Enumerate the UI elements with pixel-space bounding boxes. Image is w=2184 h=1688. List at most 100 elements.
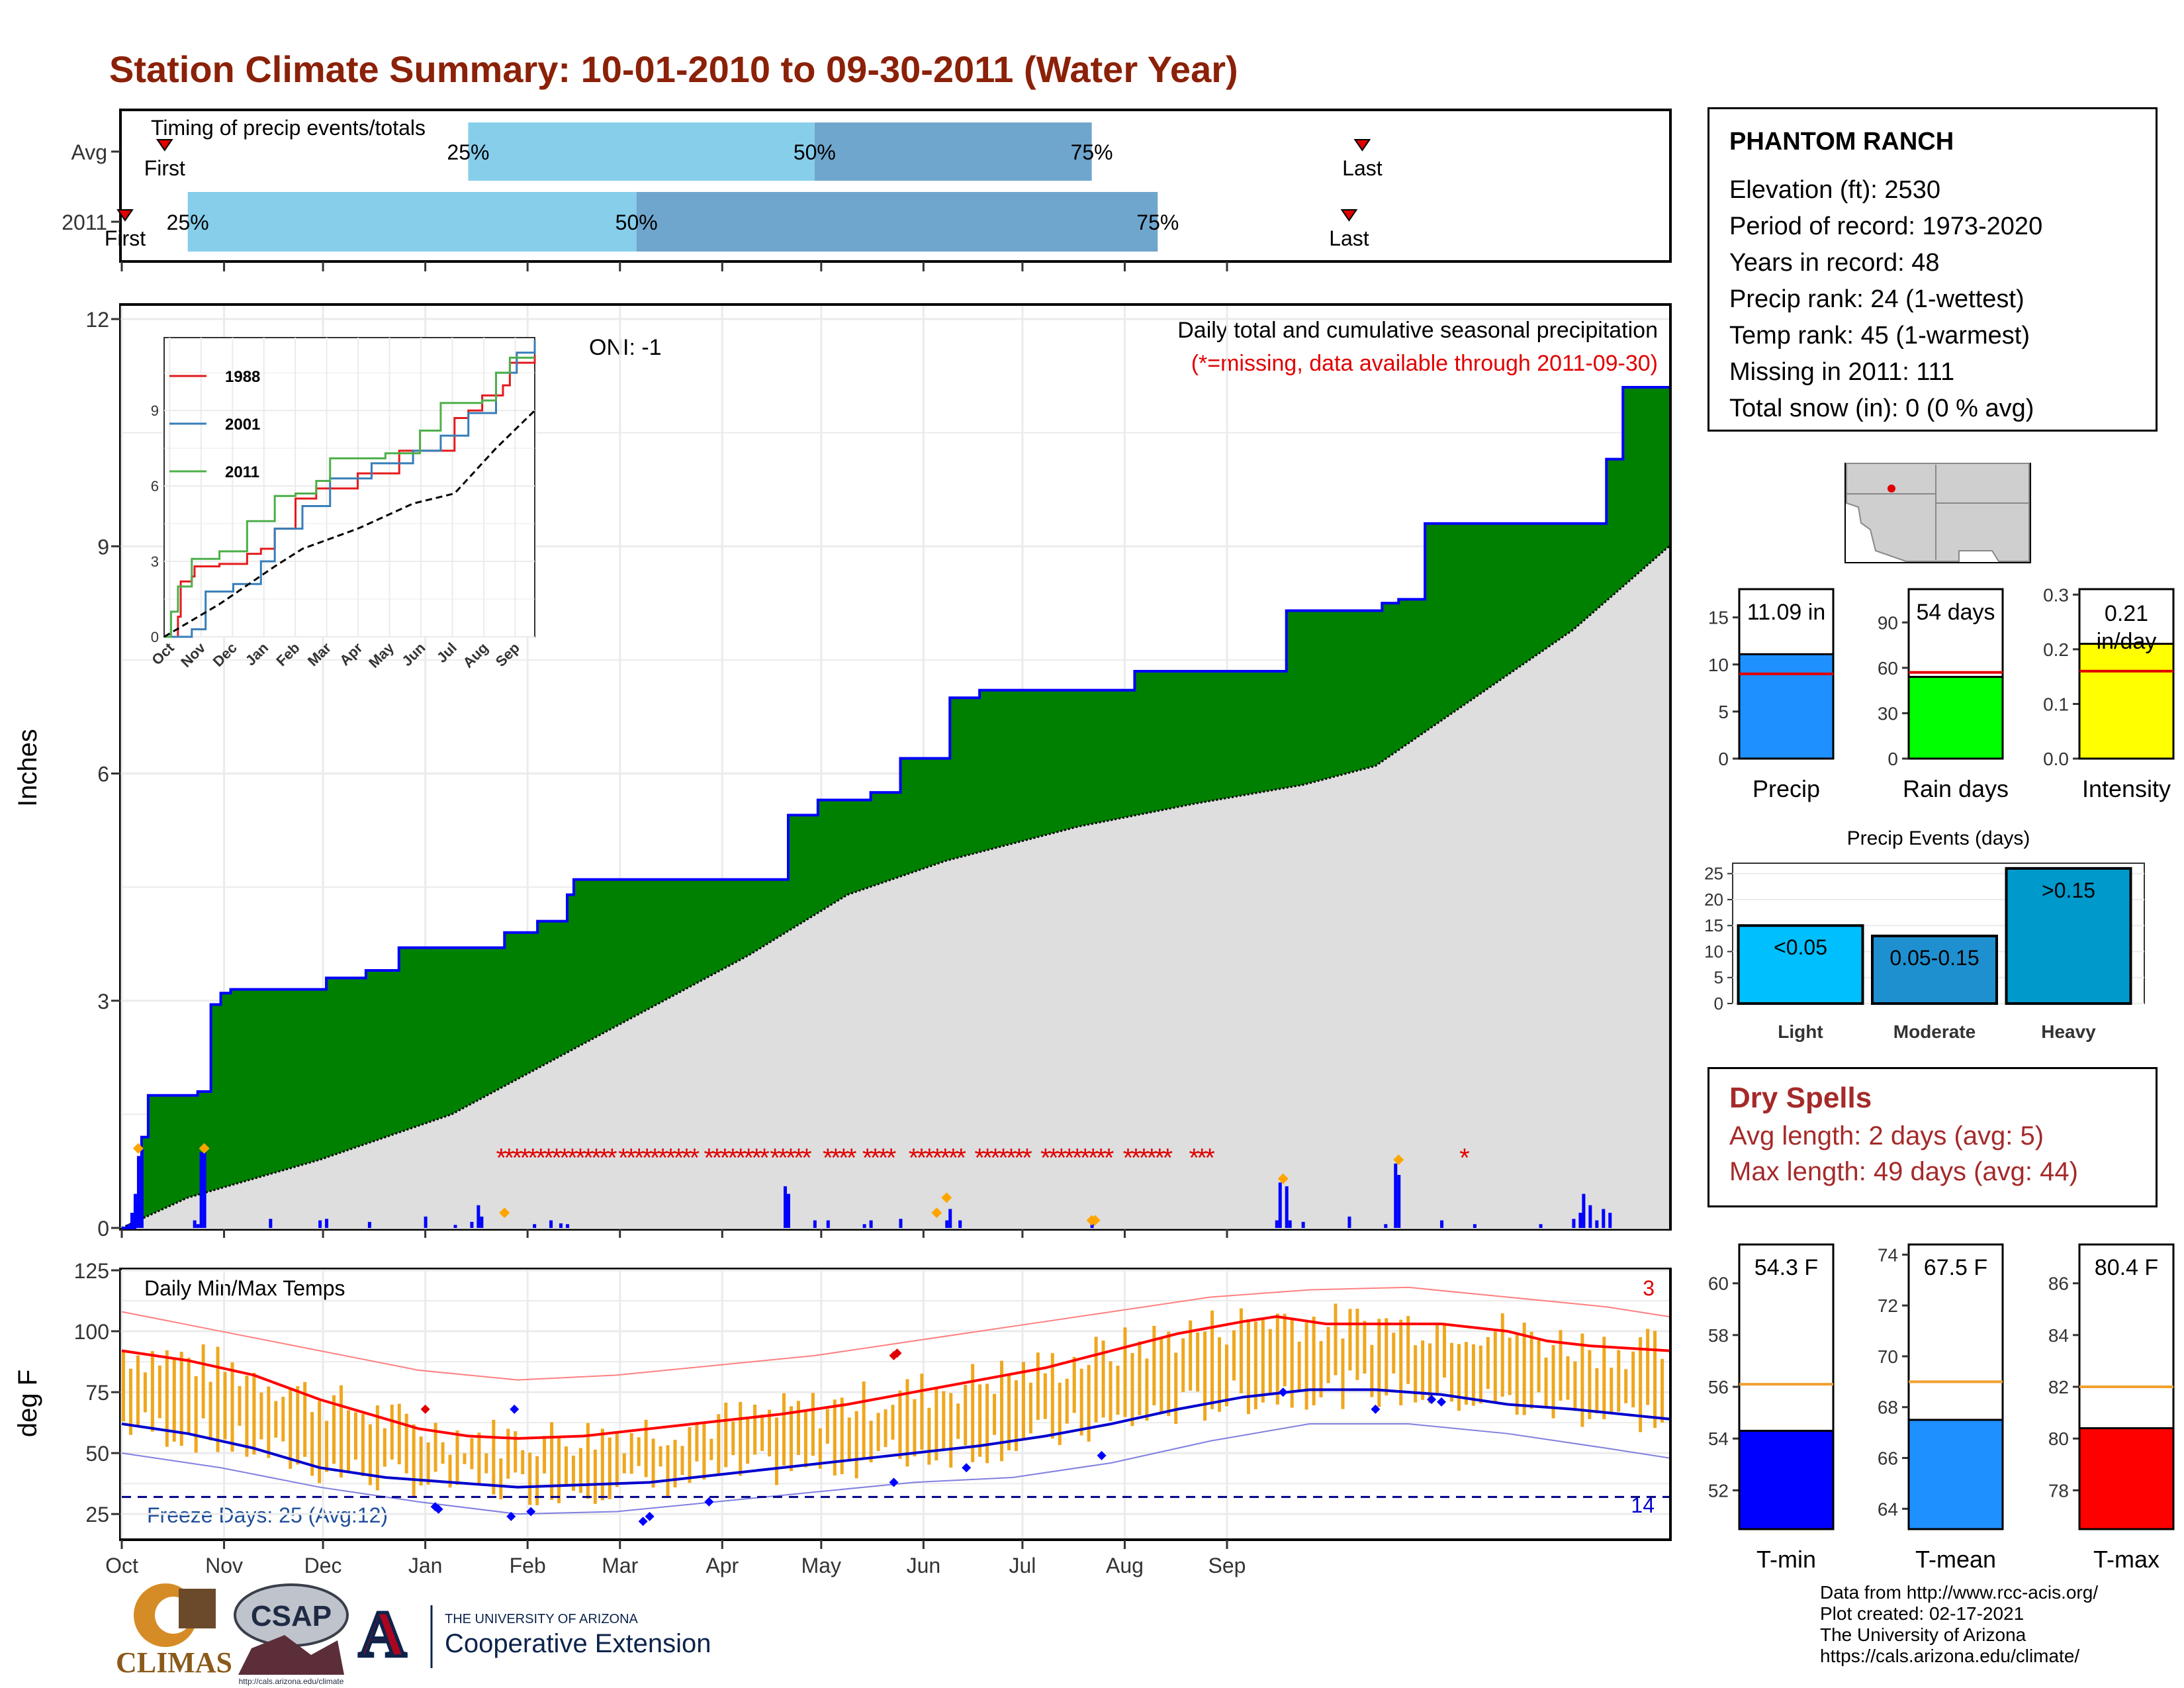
daily-temp-bar — [1624, 1369, 1628, 1403]
missing-marker: * — [551, 1144, 562, 1173]
missing-marker: * — [496, 1144, 506, 1173]
summary-ytick-label: 82 — [2048, 1377, 2069, 1397]
missing-marker: * — [535, 1144, 546, 1173]
daily-precip-bar — [1275, 1220, 1279, 1228]
daily-temp-bar — [267, 1386, 271, 1458]
missing-marker: * — [1147, 1144, 1158, 1173]
timing-row-label: Avg — [71, 140, 107, 164]
daily-temp-bar — [1580, 1333, 1584, 1427]
daily-temp-bar — [477, 1432, 481, 1486]
daily-temp-bar — [782, 1393, 786, 1466]
daily-temp-bar — [201, 1344, 205, 1419]
daily-temp-bar — [600, 1429, 604, 1501]
daily-temp-bar — [1152, 1325, 1156, 1405]
missing-marker: * — [878, 1144, 889, 1173]
inset-legend-label: 2011 — [225, 463, 259, 481]
daily-precip-bar — [1588, 1205, 1592, 1228]
record-high-marker — [420, 1404, 430, 1414]
daily-temp-bar — [375, 1405, 379, 1491]
daily-precip-bar — [1288, 1220, 1292, 1228]
daily-temp-bar — [956, 1403, 960, 1439]
daily-precip-bar — [1578, 1213, 1582, 1228]
record-low-marker — [889, 1477, 899, 1487]
daily-precip-bar — [1301, 1221, 1305, 1228]
daily-temp-bar — [724, 1402, 728, 1468]
daily-precip-bar — [140, 1148, 144, 1228]
daily-temp-bar — [318, 1401, 322, 1483]
summary-charts: 0 5 10 15 11.09 in Precip 0 30 60 90 54 days Rain d… — [1704, 585, 2175, 1573]
daily-temp-bar — [361, 1413, 365, 1477]
daily-temp-bar — [1392, 1333, 1396, 1374]
daily-temp-bar — [891, 1405, 895, 1440]
daily-temp-bar — [1559, 1330, 1563, 1401]
record-low-marker — [1371, 1404, 1381, 1414]
daily-temp-bar — [1428, 1343, 1432, 1403]
missing-marker: * — [770, 1144, 780, 1173]
missing-marker: * — [559, 1144, 570, 1173]
summary-value-label: 54.3 F — [1754, 1255, 1818, 1280]
daily-temp-bar — [1610, 1368, 1614, 1413]
daily-temp-bar — [1551, 1344, 1555, 1419]
csap-mountains — [238, 1635, 344, 1675]
timing-last-marker — [1353, 139, 1371, 152]
daily-precip-bar — [1539, 1224, 1543, 1228]
daily-temp-bar — [492, 1419, 496, 1495]
inset-ytick-label: 3 — [151, 553, 159, 570]
daily-temp-bar — [768, 1409, 772, 1457]
missing-marker: * — [1131, 1144, 1142, 1173]
daily-temp-bar — [194, 1376, 198, 1453]
daily-temp-bar — [1617, 1350, 1621, 1412]
credit-line: The University of Arizona — [1820, 1624, 2026, 1645]
daily-temp-bar — [158, 1365, 161, 1419]
daily-temp-bar — [1232, 1330, 1236, 1381]
summary-ytick-label: 78 — [2048, 1480, 2069, 1501]
events-ytick-label: 5 — [1714, 968, 1723, 988]
daily-precip-bar — [1595, 1220, 1599, 1228]
summary-value-bar — [1738, 653, 1835, 760]
missing-marker: * — [607, 1144, 617, 1173]
daily-temp-bar — [1239, 1308, 1243, 1393]
daily-temp-bar — [1021, 1362, 1025, 1440]
daily-temp-bar — [404, 1413, 408, 1474]
daily-temp-bar — [905, 1379, 909, 1467]
precip-panel: ONI: -1 Daily total and cumulative seaso… — [13, 303, 1672, 1241]
precip-event-marker — [199, 1143, 210, 1154]
missing-marker: * — [634, 1144, 645, 1173]
daily-precip-bar — [1473, 1224, 1477, 1228]
daily-temp-bar — [433, 1423, 437, 1472]
precip-event-marker — [1393, 1154, 1404, 1166]
missing-marker: * — [626, 1144, 637, 1173]
dry-spells-max: Max length: 49 days (avg: 44) — [1729, 1157, 2078, 1186]
summary-value-bar — [1738, 1429, 1835, 1530]
temp-month-label: Jun — [907, 1554, 941, 1577]
daily-temp-bar — [884, 1409, 887, 1447]
ua-big-text: Cooperative Extension — [445, 1629, 711, 1658]
daily-temp-bar — [811, 1393, 815, 1456]
timing-label: Timing of precip events/totals — [151, 116, 426, 140]
daily-temp-bar — [340, 1385, 343, 1477]
daily-temp-bar — [964, 1385, 968, 1446]
daily-temp-bar — [1181, 1338, 1185, 1392]
missing-marker: * — [870, 1144, 881, 1173]
timing-p50-label: 50% — [794, 140, 836, 164]
daily-precip-bar — [1285, 1186, 1289, 1228]
daily-temp-bar — [942, 1391, 946, 1450]
daily-temp-bar — [484, 1453, 488, 1474]
credit-line: Plot created: 02-17-2021 — [1820, 1603, 2025, 1624]
tmin-summary-chart: 52 54 56 58 60 54.3 F T-min — [1708, 1243, 1835, 1573]
daily-temp-bar — [470, 1438, 474, 1470]
record-low-marker — [510, 1404, 520, 1414]
daily-temp-bar — [593, 1449, 597, 1504]
daily-temp-bar — [1246, 1319, 1250, 1415]
daily-temp-bar — [1130, 1353, 1134, 1427]
daily-temp-bar — [659, 1446, 662, 1467]
daily-temp-bar — [1014, 1380, 1018, 1452]
daily-precip-bar — [1384, 1224, 1388, 1228]
inset-legend-label: 1988 — [225, 368, 260, 386]
daily-precip-bar — [325, 1219, 329, 1228]
inset-ytick-label: 0 — [151, 629, 159, 645]
daily-temp-bar — [803, 1411, 807, 1468]
missing-marker: * — [567, 1144, 578, 1173]
missing-marker: * — [933, 1144, 943, 1173]
record-low-marker — [1097, 1450, 1107, 1460]
